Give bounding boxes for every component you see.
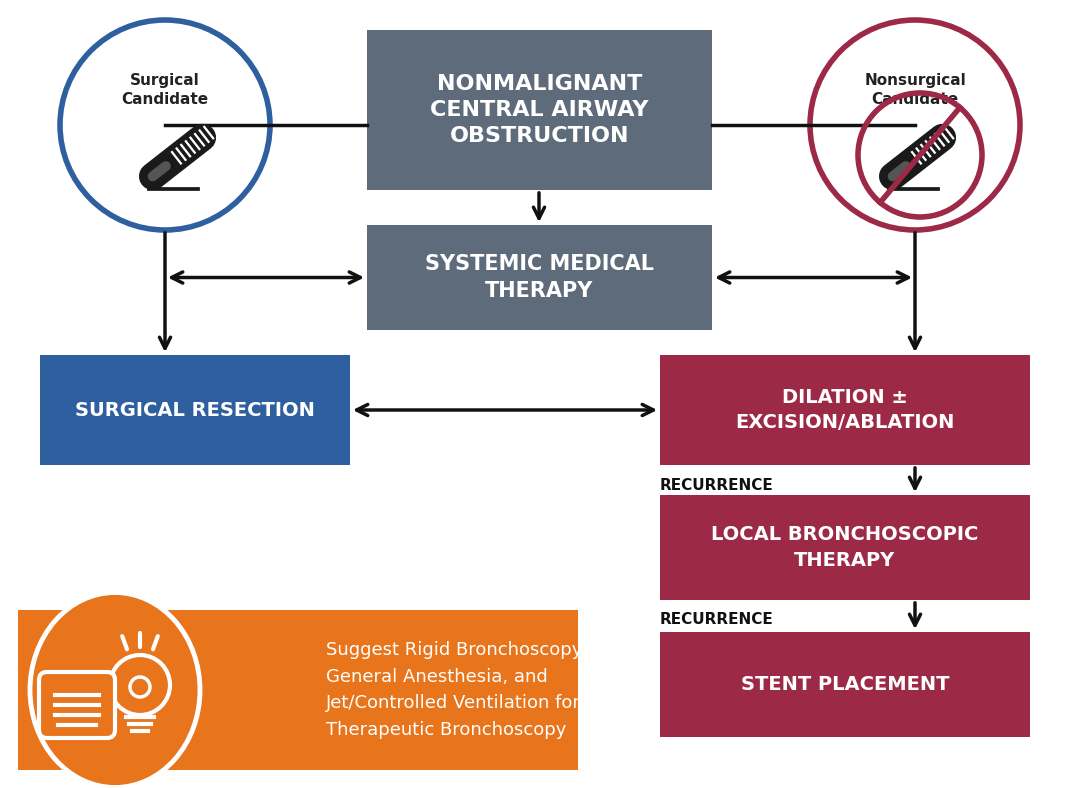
Circle shape bbox=[110, 655, 170, 715]
FancyBboxPatch shape bbox=[367, 225, 712, 330]
FancyBboxPatch shape bbox=[660, 632, 1030, 737]
Text: NONMALIGNANT
CENTRAL AIRWAY
OBSTRUCTION: NONMALIGNANT CENTRAL AIRWAY OBSTRUCTION bbox=[430, 73, 649, 147]
Text: DILATION ±
EXCISION/ABLATION: DILATION ± EXCISION/ABLATION bbox=[735, 388, 955, 432]
Circle shape bbox=[810, 20, 1020, 230]
Text: RECURRENCE: RECURRENCE bbox=[660, 612, 773, 627]
FancyBboxPatch shape bbox=[18, 610, 578, 770]
Text: STENT PLACEMENT: STENT PLACEMENT bbox=[741, 675, 949, 694]
Text: SURGICAL RESECTION: SURGICAL RESECTION bbox=[76, 400, 315, 419]
Text: LOCAL BRONCHOSCOPIC
THERAPY: LOCAL BRONCHOSCOPIC THERAPY bbox=[712, 526, 978, 570]
Ellipse shape bbox=[30, 593, 200, 787]
FancyBboxPatch shape bbox=[660, 495, 1030, 600]
Text: Suggest Rigid Bronchoscopy,
General Anesthesia, and
Jet/Controlled Ventilation f: Suggest Rigid Bronchoscopy, General Anes… bbox=[326, 641, 589, 738]
Circle shape bbox=[60, 20, 270, 230]
FancyBboxPatch shape bbox=[367, 30, 712, 190]
FancyBboxPatch shape bbox=[660, 355, 1030, 465]
Text: SYSTEMIC MEDICAL
THERAPY: SYSTEMIC MEDICAL THERAPY bbox=[426, 255, 654, 301]
FancyBboxPatch shape bbox=[39, 672, 114, 738]
Text: Surgical
Candidate: Surgical Candidate bbox=[121, 73, 208, 107]
FancyBboxPatch shape bbox=[40, 355, 350, 465]
Text: Nonsurgical
Candidate: Nonsurgical Candidate bbox=[864, 73, 966, 107]
Circle shape bbox=[130, 677, 150, 697]
Text: RECURRENCE: RECURRENCE bbox=[660, 478, 773, 492]
